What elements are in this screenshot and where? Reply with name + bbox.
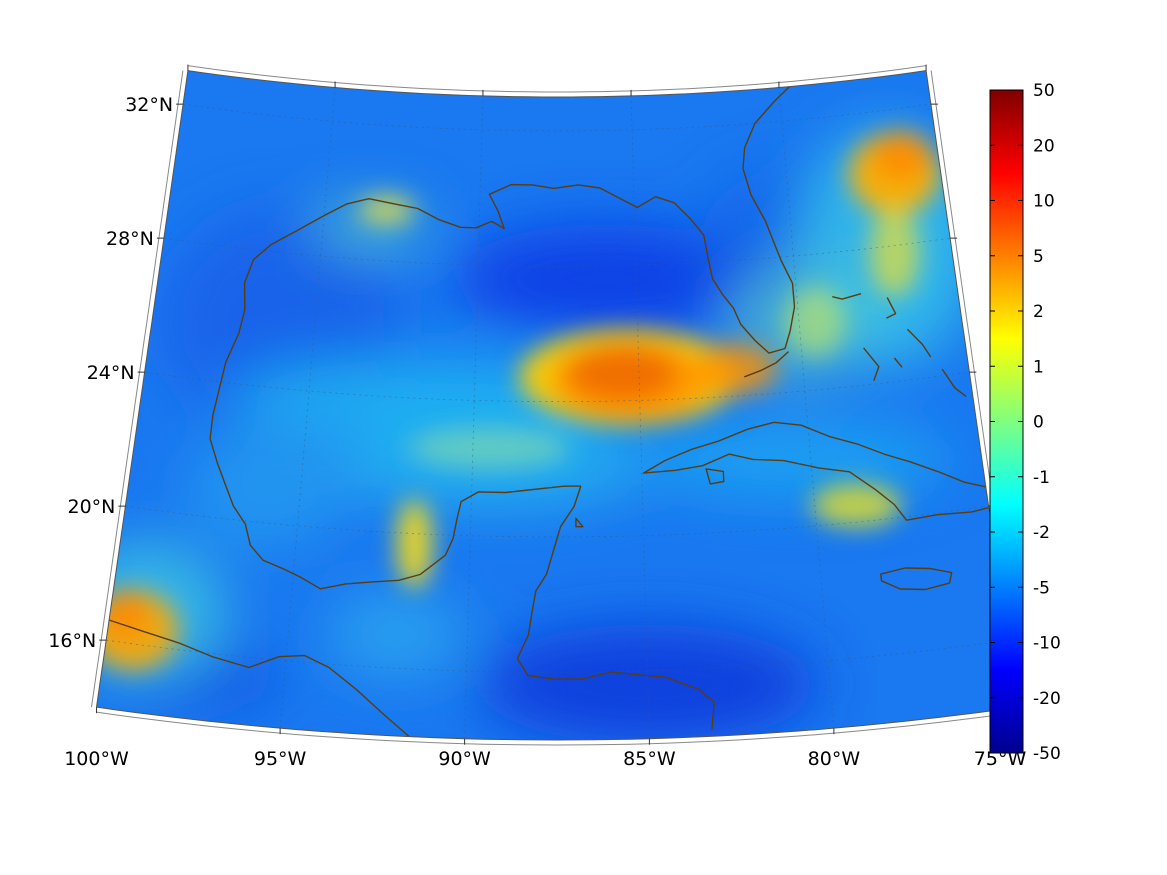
longitude-label: 95°W <box>254 748 307 770</box>
colorbar-gradient <box>989 89 1024 754</box>
colorbar-ticks <box>990 89 1023 754</box>
latitude-label: 16°N <box>48 630 96 652</box>
longitude-labels: 100°W 95°W 90°W 85°W 80°W 75°W <box>64 748 1026 770</box>
longitude-label: 85°W <box>623 748 676 770</box>
latitude-label: 32°N <box>125 94 173 116</box>
latitude-label: 28°N <box>106 228 154 250</box>
colorbar: 50 20 10 5 2 1 0 -1 -2 -5 -10 -20 -50 <box>989 81 1061 764</box>
longitude-label: 90°W <box>438 748 491 770</box>
colorbar-label: 5 <box>1033 247 1044 267</box>
colorbar-label: -2 <box>1033 523 1050 543</box>
latitude-label: 20°N <box>68 496 116 518</box>
colorbar-label: 50 <box>1033 81 1055 101</box>
colorbar-label: 0 <box>1033 413 1044 433</box>
colorbar-label: -5 <box>1033 578 1050 598</box>
colorbar-label: 10 <box>1033 192 1055 212</box>
colorbar-label: -1 <box>1033 468 1050 488</box>
longitude-label: 80°W <box>808 748 861 770</box>
longitude-label: 100°W <box>64 748 129 770</box>
colorbar-label: -20 <box>1033 689 1061 709</box>
colorbar-label: 20 <box>1033 136 1055 156</box>
colorbar-label: 1 <box>1033 357 1044 377</box>
colorbar-label: -50 <box>1033 744 1061 764</box>
latitude-label: 24°N <box>87 362 135 384</box>
latitude-labels: 32°N 28°N 24°N 20°N 16°N <box>48 94 173 652</box>
colorbar-label: -10 <box>1033 634 1061 654</box>
colorbar-label: 2 <box>1033 302 1044 322</box>
